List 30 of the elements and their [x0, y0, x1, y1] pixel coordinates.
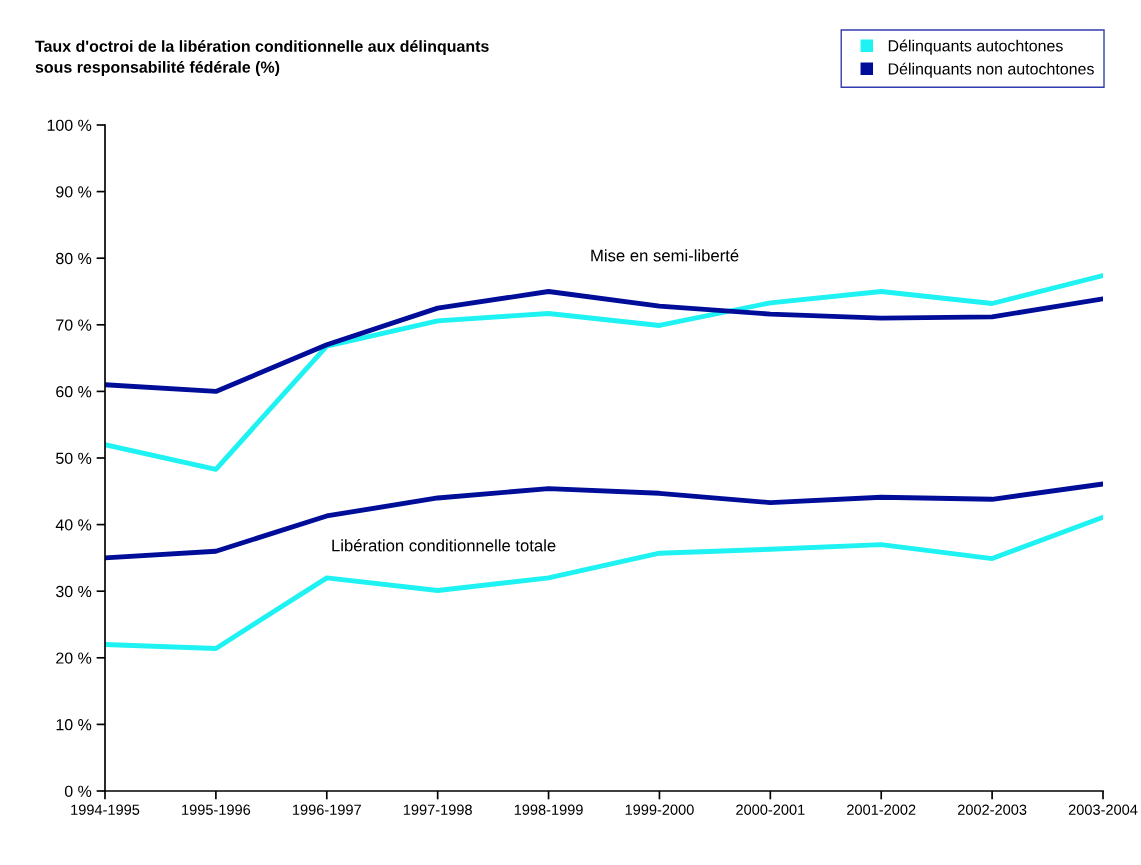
x-tick-label: 2003-2004 — [1068, 804, 1138, 815]
y-tick-label: 70 % — [56, 319, 92, 331]
x-tick-label: 2002-2003 — [957, 804, 1027, 815]
line-series — [105, 273, 1103, 472]
y-tick-label: 0 % — [64, 785, 92, 797]
x-tick-label: 1996-1997 — [293, 804, 361, 815]
x-tick-label: 1999-2000 — [625, 804, 694, 815]
line-series — [105, 514, 1103, 651]
line-series — [105, 481, 1103, 561]
y-tick-label: 10 % — [56, 719, 92, 731]
x-tick-label: 1998-1999 — [514, 804, 583, 815]
y-tick-label: 60 % — [56, 386, 92, 398]
x-tick-label: 1994-1995 — [71, 804, 140, 815]
y-tick-label: 50 % — [56, 452, 92, 464]
x-tick-label: 1995-1996 — [182, 804, 251, 815]
y-tick-label: 40 % — [55, 519, 92, 531]
annotation: Mise en semi-liberté — [591, 249, 739, 262]
y-tick-label: 90 % — [56, 186, 92, 198]
x-tick-label: 1997-1998 — [403, 804, 472, 815]
x-tick-label: 2000-2001 — [736, 804, 805, 815]
chart-title: Taux d'octroi de la libération conditionnelle aux délinquants sous responsabilité fédérale (%) — [35, 40, 489, 76]
y-tick-label: 100 % — [47, 119, 92, 131]
legend-label: Délinquants autochtones — [888, 39, 1063, 55]
y-tick-label: 20 % — [56, 652, 92, 664]
line-series — [105, 289, 1103, 394]
annotation: Libération conditionnelle totale — [332, 539, 556, 552]
y-tick-label: 80 % — [56, 252, 92, 265]
y-tick-label: 30 % — [56, 585, 92, 598]
x-tick-label: 2001-2002 — [847, 804, 916, 815]
legend-label: Délinquants non autochtones — [888, 62, 1094, 78]
